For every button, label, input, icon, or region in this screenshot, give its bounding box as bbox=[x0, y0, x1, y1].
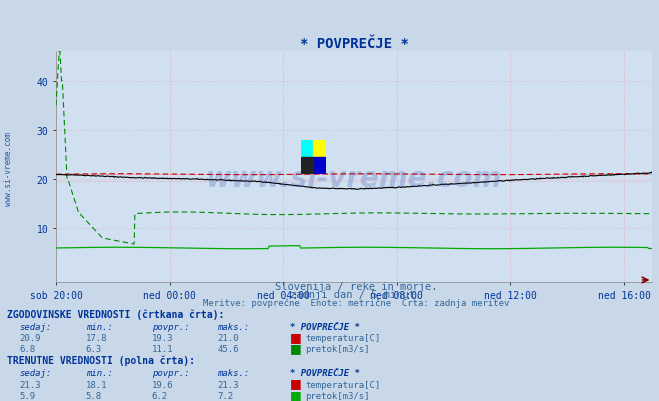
Text: pretok[m3/s]: pretok[m3/s] bbox=[305, 391, 370, 400]
Text: temperatura[C]: temperatura[C] bbox=[305, 380, 380, 389]
Text: ■: ■ bbox=[290, 377, 302, 389]
Text: maks.:: maks.: bbox=[217, 322, 250, 331]
Text: 6.8: 6.8 bbox=[20, 344, 36, 353]
Text: Slovenija / reke in morje.: Slovenija / reke in morje. bbox=[275, 282, 437, 292]
Polygon shape bbox=[313, 158, 326, 175]
Text: sedaj:: sedaj: bbox=[20, 322, 52, 331]
Text: 21.0: 21.0 bbox=[217, 333, 239, 342]
Text: maks.:: maks.: bbox=[217, 369, 250, 377]
Text: 19.6: 19.6 bbox=[152, 380, 173, 389]
Text: ZGODOVINSKE VREDNOSTI (črtkana črta):: ZGODOVINSKE VREDNOSTI (črtkana črta): bbox=[7, 308, 224, 319]
Text: 21.3: 21.3 bbox=[217, 380, 239, 389]
Text: ■: ■ bbox=[290, 388, 302, 401]
Text: 11.1: 11.1 bbox=[152, 344, 173, 353]
Text: TRENUTNE VREDNOSTI (polna črta):: TRENUTNE VREDNOSTI (polna črta): bbox=[7, 355, 194, 365]
Text: 6.2: 6.2 bbox=[152, 391, 167, 400]
Text: 5.8: 5.8 bbox=[86, 391, 101, 400]
Text: pretok[m3/s]: pretok[m3/s] bbox=[305, 344, 370, 353]
Text: 19.3: 19.3 bbox=[152, 333, 173, 342]
Text: www.si-vreme.com: www.si-vreme.com bbox=[206, 165, 502, 193]
Text: 45.6: 45.6 bbox=[217, 344, 239, 353]
Text: * POVPREČJE *: * POVPREČJE * bbox=[290, 322, 360, 331]
Text: temperatura[C]: temperatura[C] bbox=[305, 333, 380, 342]
Polygon shape bbox=[313, 141, 326, 158]
Text: 7.2: 7.2 bbox=[217, 391, 233, 400]
Polygon shape bbox=[301, 141, 313, 158]
Text: 20.9: 20.9 bbox=[20, 333, 42, 342]
Text: Meritve: povprečne  Enote: metrične  Črta: zadnja meritev: Meritve: povprečne Enote: metrične Črta:… bbox=[203, 297, 509, 308]
Title: * POVPREČJE *: * POVPREČJE * bbox=[300, 37, 409, 51]
Text: ■: ■ bbox=[290, 341, 302, 354]
Text: min.:: min.: bbox=[86, 369, 113, 377]
Text: 17.8: 17.8 bbox=[86, 333, 107, 342]
Polygon shape bbox=[301, 158, 313, 175]
Text: 21.3: 21.3 bbox=[20, 380, 42, 389]
Text: * POVPREČJE *: * POVPREČJE * bbox=[290, 369, 360, 377]
Text: 5.9: 5.9 bbox=[20, 391, 36, 400]
Text: povpr.:: povpr.: bbox=[152, 322, 189, 331]
Text: ■: ■ bbox=[290, 330, 302, 343]
Text: 18.1: 18.1 bbox=[86, 380, 107, 389]
Text: zadnji dan / 5 minut.: zadnji dan / 5 minut. bbox=[290, 290, 422, 300]
Text: 6.3: 6.3 bbox=[86, 344, 101, 353]
Text: min.:: min.: bbox=[86, 322, 113, 331]
Text: www.si-vreme.com: www.si-vreme.com bbox=[4, 132, 13, 205]
Text: povpr.:: povpr.: bbox=[152, 369, 189, 377]
Text: sedaj:: sedaj: bbox=[20, 369, 52, 377]
